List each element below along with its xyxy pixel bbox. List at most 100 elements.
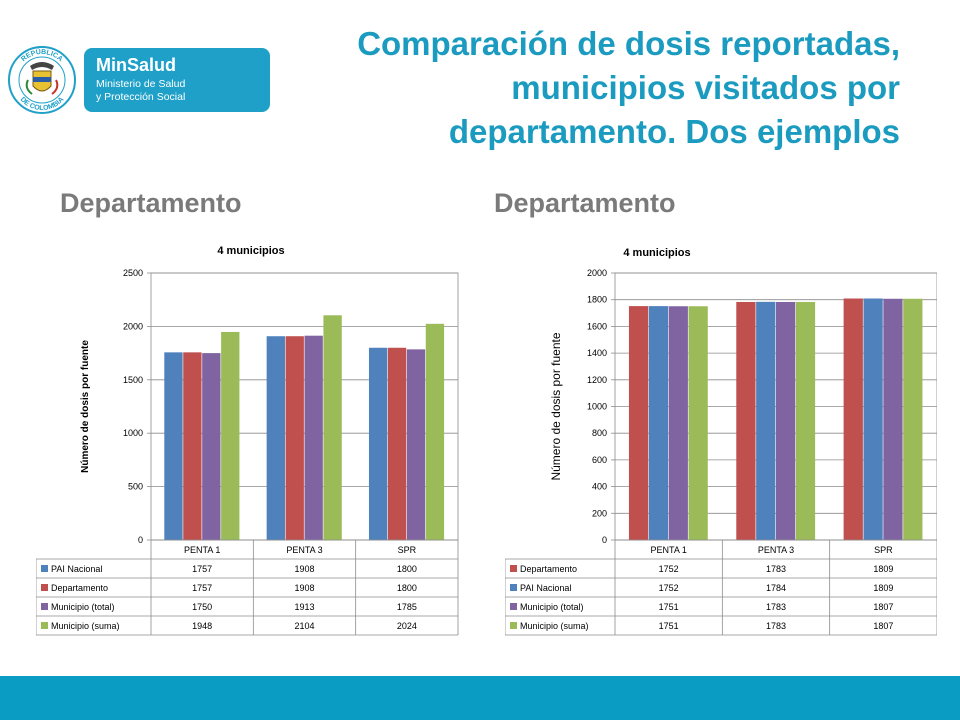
y-tick-label: 1000 [123,428,143,438]
data-label: 2024 [397,621,417,631]
data-label: 1785 [397,602,417,612]
slide-title-line: municipios visitados por [511,69,900,106]
slide-title-line: departamento. Dos ejemplos [448,113,900,150]
bar [183,352,202,540]
legend-key [41,622,48,629]
logo-line-2: y Protección Social [96,91,185,103]
y-tick-label: 1600 [587,321,607,331]
y-tick-label: 1200 [587,375,607,385]
y-tick-label: 2000 [123,321,143,331]
bar [304,335,323,540]
y-tick-label: 800 [592,428,607,438]
y-tick-label: 1400 [587,348,607,358]
y-tick-label: 0 [602,535,607,545]
y-tick-label: 400 [592,482,607,492]
data-label: 1757 [192,583,212,593]
bar [285,336,304,540]
bar [266,336,285,540]
bar [387,347,407,540]
bar [883,298,903,540]
bar [776,301,796,540]
data-label: 1800 [397,583,417,593]
y-tick-label: 200 [592,508,607,518]
chart-title: 4 municipios [217,245,284,257]
y-tick-label: 1500 [123,375,143,385]
bar [164,352,183,540]
legend-entry: Municipio (suma) [51,621,120,631]
bar [843,298,863,540]
bar [756,301,776,540]
category-label: PENTA 3 [758,545,794,555]
legend-entry: Municipio (total) [520,602,584,612]
bar [903,298,923,540]
legend-entry: PAI Nacional [51,564,102,574]
data-label: 1948 [192,621,212,631]
data-label: 1751 [659,602,679,612]
y-tick-label: 1800 [587,295,607,305]
data-label: 1751 [659,621,679,631]
legend-key [510,584,517,591]
legend-key [510,622,517,629]
legend-key [41,565,48,572]
data-label: 1908 [294,564,314,574]
bar [863,298,883,540]
data-label: 1800 [397,564,417,574]
bar [368,347,388,540]
bar [323,315,342,540]
bar [425,323,445,540]
y-tick-label: 600 [592,455,607,465]
data-label: 1783 [766,621,786,631]
legend-entry: Departamento [520,564,577,574]
data-label: 1783 [766,602,786,612]
category-label: SPR [874,545,893,555]
y-tick-label: 1000 [587,402,607,412]
y-axis-label: Número de dosis por fuente [80,340,91,473]
bar [648,306,669,540]
chart-right: 4 municipios Número de dosis por fuente 0 2… [504,236,938,643]
category-label: SPR [398,545,417,555]
bar [628,306,649,540]
data-label: 1752 [659,564,679,574]
data-label: 1908 [294,583,314,593]
bar [668,306,688,540]
footer-bar [0,676,960,720]
data-label: 1750 [192,602,212,612]
y-axis-label: Número de dosis por fuente [549,332,563,480]
bar [795,301,816,540]
data-label: 1783 [766,564,786,574]
data-label: 1809 [873,564,893,574]
coat-of-arms-icon [25,62,59,95]
legend-key [41,603,48,610]
data-label: 1807 [873,621,893,631]
y-tick-label: 500 [128,482,143,492]
minsalud-logo: REPÚBLICA DE COLOMBIA MinSalud Ministeri… [6,44,274,121]
data-label: 1757 [192,564,212,574]
legend-entry: Municipio (suma) [520,621,589,631]
logo-line-1: Ministerio de Salud [96,78,185,90]
data-label: 1809 [873,583,893,593]
left-heading: Departamento [60,188,242,218]
legend-key [510,565,517,572]
bar [736,301,756,540]
slide-title: Comparación de dosis reportadas, municip… [280,22,900,154]
y-tick-label: 2500 [123,268,143,278]
bar [406,349,426,540]
category-label: PENTA 1 [650,545,686,555]
data-label: 2104 [294,621,314,631]
data-label: 1913 [294,602,314,612]
legend-key [510,603,517,610]
bar [202,353,221,540]
category-label: PENTA 1 [184,545,220,555]
legend-entry: Departamento [51,583,108,593]
legend-entry: Municipio (total) [51,602,115,612]
y-tick-label: 2000 [587,268,607,278]
data-label: 1807 [873,602,893,612]
right-heading: Departamento [494,188,676,218]
category-label: PENTA 3 [286,545,322,555]
bar [688,306,708,540]
logo-brand: MinSalud [96,55,176,75]
chart-left: 4 municipios Número de dosis por fuente 0 5… [35,232,460,643]
data-label: 1784 [766,583,786,593]
data-label: 1752 [659,583,679,593]
